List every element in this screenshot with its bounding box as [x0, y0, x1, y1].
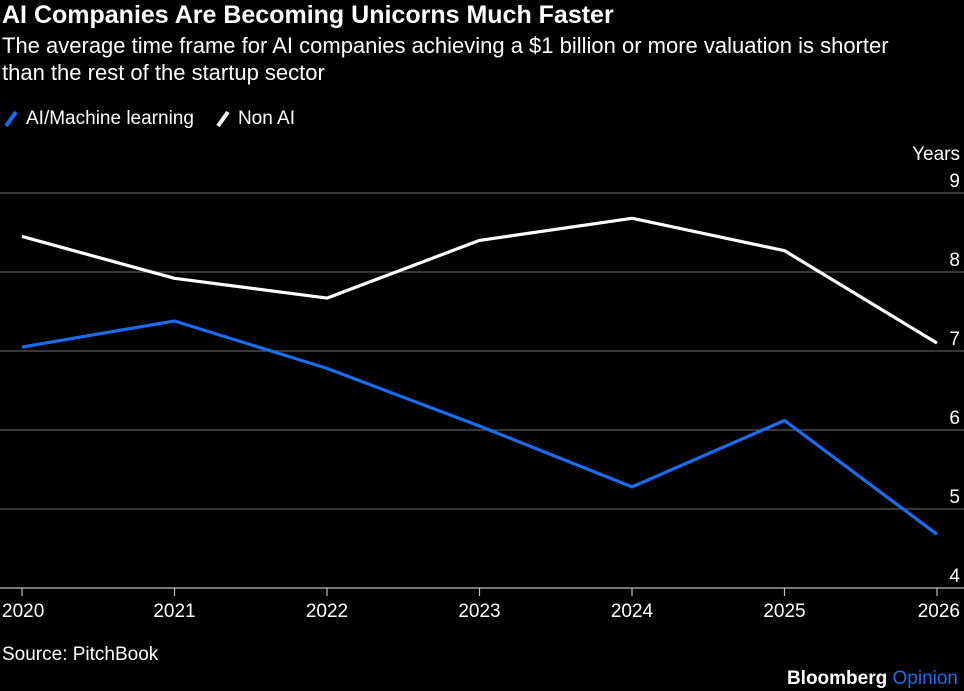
- x-tick-label: 2021: [153, 601, 195, 622]
- legend-item-ai: AI/Machine learning: [4, 108, 194, 130]
- x-tick-label: 2023: [458, 601, 500, 622]
- gridlines: [0, 192, 964, 589]
- y-tick-label: 4: [949, 566, 960, 587]
- legend-label-non-ai: Non AI: [237, 108, 295, 129]
- legend-swatch-non-ai: [216, 110, 230, 128]
- x-tick-label: 2024: [611, 601, 654, 622]
- y-tick-label: 9: [949, 171, 960, 192]
- x-tick-labels: 2020 2021 2022 2023 2024 2025 2026: [2, 601, 960, 622]
- x-tick-label: 2025: [763, 601, 805, 622]
- x-tick-label: 2020: [2, 601, 44, 622]
- chart-title: AI Companies Are Becoming Unicorns Much …: [2, 1, 614, 29]
- series-lines: [21, 216, 938, 536]
- brand-section: Opinion: [892, 668, 959, 689]
- legend-item-non-ai: Non AI: [216, 108, 295, 130]
- y-tick-labels: 4 5 6 7 8 9: [949, 171, 960, 587]
- series-line-non-ai: [21, 216, 938, 345]
- source-note: Source: PitchBook: [2, 644, 159, 665]
- y-tick-label: 5: [949, 487, 960, 508]
- y-tick-label: 7: [949, 329, 960, 350]
- y-tick-label: 8: [949, 250, 960, 271]
- y-tick-label: 6: [949, 408, 960, 429]
- brand-name: Bloomberg: [786, 668, 888, 689]
- x-tick-marks: [21, 588, 938, 596]
- brand-logo: Bloomberg Opinion: [787, 668, 958, 690]
- chart-subtitle: The average time frame for AI companies …: [2, 33, 889, 85]
- legend-label-ai: AI/Machine learning: [26, 108, 194, 129]
- x-tick-label: 2022: [306, 601, 348, 622]
- legend-swatch-ai: [4, 110, 18, 128]
- series-line-ai: [21, 319, 938, 536]
- y-axis-label: Years: [912, 144, 960, 165]
- legend: AI/Machine learning Non AI: [4, 106, 317, 132]
- x-tick-label: 2026: [918, 601, 960, 622]
